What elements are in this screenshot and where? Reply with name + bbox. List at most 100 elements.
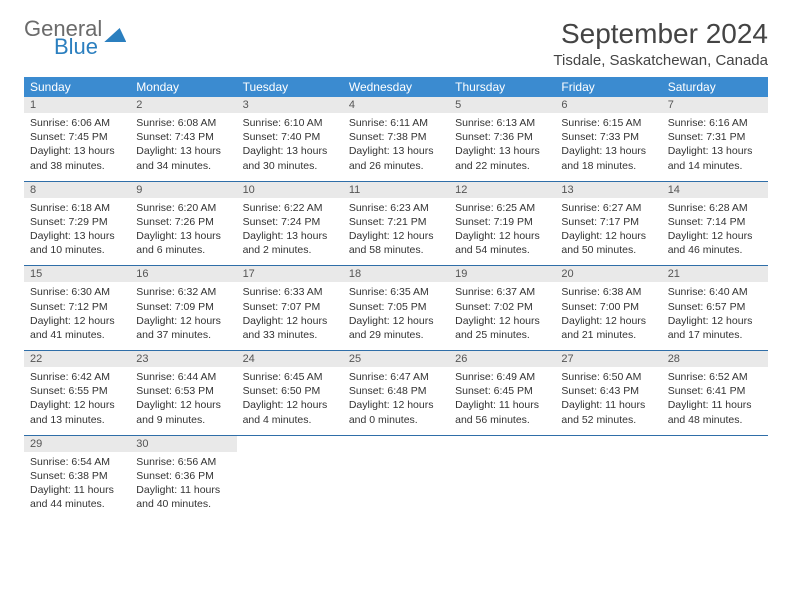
day-details: Sunrise: 6:20 AMSunset: 7:26 PMDaylight:… bbox=[130, 198, 236, 266]
calendar-day-cell bbox=[237, 435, 343, 519]
daylight-text: Daylight: 13 hours and 38 minutes. bbox=[30, 144, 124, 172]
sunrise-text: Sunrise: 6:45 AM bbox=[243, 370, 337, 384]
calendar-day-cell: 8Sunrise: 6:18 AMSunset: 7:29 PMDaylight… bbox=[24, 181, 130, 266]
day-details: Sunrise: 6:30 AMSunset: 7:12 PMDaylight:… bbox=[24, 282, 130, 350]
day-number: 14 bbox=[662, 182, 768, 198]
day-details: Sunrise: 6:45 AMSunset: 6:50 PMDaylight:… bbox=[237, 367, 343, 435]
day-details: Sunrise: 6:47 AMSunset: 6:48 PMDaylight:… bbox=[343, 367, 449, 435]
day-number: 7 bbox=[662, 97, 768, 113]
day-details: Sunrise: 6:18 AMSunset: 7:29 PMDaylight:… bbox=[24, 198, 130, 266]
calendar-day-cell bbox=[662, 435, 768, 519]
sunset-text: Sunset: 7:19 PM bbox=[455, 215, 549, 229]
day-number: 18 bbox=[343, 266, 449, 282]
daylight-text: Daylight: 12 hours and 4 minutes. bbox=[243, 398, 337, 426]
day-details: Sunrise: 6:13 AMSunset: 7:36 PMDaylight:… bbox=[449, 113, 555, 181]
weekday-header: Saturday bbox=[662, 77, 768, 97]
sunrise-text: Sunrise: 6:37 AM bbox=[455, 285, 549, 299]
location-text: Tisdale, Saskatchewan, Canada bbox=[553, 52, 768, 69]
calendar-day-cell: 13Sunrise: 6:27 AMSunset: 7:17 PMDayligh… bbox=[555, 181, 661, 266]
day-details: Sunrise: 6:56 AMSunset: 6:36 PMDaylight:… bbox=[130, 452, 236, 520]
sunrise-text: Sunrise: 6:27 AM bbox=[561, 201, 655, 215]
daylight-text: Daylight: 12 hours and 0 minutes. bbox=[349, 398, 443, 426]
calendar-week-row: 15Sunrise: 6:30 AMSunset: 7:12 PMDayligh… bbox=[24, 266, 768, 351]
sunset-text: Sunset: 7:14 PM bbox=[668, 215, 762, 229]
day-details: Sunrise: 6:10 AMSunset: 7:40 PMDaylight:… bbox=[237, 113, 343, 181]
daylight-text: Daylight: 12 hours and 46 minutes. bbox=[668, 229, 762, 257]
sunrise-text: Sunrise: 6:38 AM bbox=[561, 285, 655, 299]
sunset-text: Sunset: 7:05 PM bbox=[349, 300, 443, 314]
sunset-text: Sunset: 6:38 PM bbox=[30, 469, 124, 483]
sunrise-text: Sunrise: 6:32 AM bbox=[136, 285, 230, 299]
sunrise-text: Sunrise: 6:08 AM bbox=[136, 116, 230, 130]
day-details: Sunrise: 6:44 AMSunset: 6:53 PMDaylight:… bbox=[130, 367, 236, 435]
sunrise-text: Sunrise: 6:13 AM bbox=[455, 116, 549, 130]
calendar-day-cell: 1Sunrise: 6:06 AMSunset: 7:45 PMDaylight… bbox=[24, 97, 130, 181]
calendar-day-cell: 22Sunrise: 6:42 AMSunset: 6:55 PMDayligh… bbox=[24, 351, 130, 436]
sunrise-text: Sunrise: 6:23 AM bbox=[349, 201, 443, 215]
day-number: 4 bbox=[343, 97, 449, 113]
sunset-text: Sunset: 6:45 PM bbox=[455, 384, 549, 398]
calendar-day-cell: 24Sunrise: 6:45 AMSunset: 6:50 PMDayligh… bbox=[237, 351, 343, 436]
daylight-text: Daylight: 12 hours and 33 minutes. bbox=[243, 314, 337, 342]
sunset-text: Sunset: 7:02 PM bbox=[455, 300, 549, 314]
sunset-text: Sunset: 6:43 PM bbox=[561, 384, 655, 398]
sunset-text: Sunset: 7:00 PM bbox=[561, 300, 655, 314]
day-details: Sunrise: 6:27 AMSunset: 7:17 PMDaylight:… bbox=[555, 198, 661, 266]
calendar-week-row: 1Sunrise: 6:06 AMSunset: 7:45 PMDaylight… bbox=[24, 97, 768, 181]
sunset-text: Sunset: 7:12 PM bbox=[30, 300, 124, 314]
calendar-week-row: 29Sunrise: 6:54 AMSunset: 6:38 PMDayligh… bbox=[24, 435, 768, 519]
weekday-header: Thursday bbox=[449, 77, 555, 97]
sunrise-text: Sunrise: 6:25 AM bbox=[455, 201, 549, 215]
sunset-text: Sunset: 7:43 PM bbox=[136, 130, 230, 144]
day-details: Sunrise: 6:35 AMSunset: 7:05 PMDaylight:… bbox=[343, 282, 449, 350]
sunrise-text: Sunrise: 6:35 AM bbox=[349, 285, 443, 299]
weekday-header: Tuesday bbox=[237, 77, 343, 97]
logo: General Blue bbox=[24, 18, 126, 58]
sunrise-text: Sunrise: 6:30 AM bbox=[30, 285, 124, 299]
calendar-day-cell: 28Sunrise: 6:52 AMSunset: 6:41 PMDayligh… bbox=[662, 351, 768, 436]
day-number: 15 bbox=[24, 266, 130, 282]
daylight-text: Daylight: 12 hours and 21 minutes. bbox=[561, 314, 655, 342]
title-block: September 2024 Tisdale, Saskatchewan, Ca… bbox=[553, 18, 768, 69]
day-details: Sunrise: 6:42 AMSunset: 6:55 PMDaylight:… bbox=[24, 367, 130, 435]
sunset-text: Sunset: 7:09 PM bbox=[136, 300, 230, 314]
weekday-header-row: Sunday Monday Tuesday Wednesday Thursday… bbox=[24, 77, 768, 97]
calendar-day-cell: 27Sunrise: 6:50 AMSunset: 6:43 PMDayligh… bbox=[555, 351, 661, 436]
calendar-day-cell: 5Sunrise: 6:13 AMSunset: 7:36 PMDaylight… bbox=[449, 97, 555, 181]
calendar-day-cell bbox=[449, 435, 555, 519]
day-number: 24 bbox=[237, 351, 343, 367]
day-details: Sunrise: 6:06 AMSunset: 7:45 PMDaylight:… bbox=[24, 113, 130, 181]
daylight-text: Daylight: 13 hours and 2 minutes. bbox=[243, 229, 337, 257]
sunset-text: Sunset: 7:17 PM bbox=[561, 215, 655, 229]
calendar-day-cell: 25Sunrise: 6:47 AMSunset: 6:48 PMDayligh… bbox=[343, 351, 449, 436]
day-number: 17 bbox=[237, 266, 343, 282]
daylight-text: Daylight: 12 hours and 37 minutes. bbox=[136, 314, 230, 342]
day-details: Sunrise: 6:38 AMSunset: 7:00 PMDaylight:… bbox=[555, 282, 661, 350]
day-number: 19 bbox=[449, 266, 555, 282]
sunrise-text: Sunrise: 6:54 AM bbox=[30, 455, 124, 469]
day-details: Sunrise: 6:22 AMSunset: 7:24 PMDaylight:… bbox=[237, 198, 343, 266]
day-number: 16 bbox=[130, 266, 236, 282]
sunrise-text: Sunrise: 6:10 AM bbox=[243, 116, 337, 130]
calendar-day-cell: 29Sunrise: 6:54 AMSunset: 6:38 PMDayligh… bbox=[24, 435, 130, 519]
day-number: 22 bbox=[24, 351, 130, 367]
calendar-day-cell bbox=[555, 435, 661, 519]
sunrise-text: Sunrise: 6:11 AM bbox=[349, 116, 443, 130]
weekday-header: Wednesday bbox=[343, 77, 449, 97]
sunset-text: Sunset: 6:48 PM bbox=[349, 384, 443, 398]
weekday-header: Friday bbox=[555, 77, 661, 97]
day-number: 27 bbox=[555, 351, 661, 367]
calendar-day-cell: 20Sunrise: 6:38 AMSunset: 7:00 PMDayligh… bbox=[555, 266, 661, 351]
weekday-header: Monday bbox=[130, 77, 236, 97]
sunset-text: Sunset: 6:41 PM bbox=[668, 384, 762, 398]
daylight-text: Daylight: 13 hours and 34 minutes. bbox=[136, 144, 230, 172]
day-details: Sunrise: 6:50 AMSunset: 6:43 PMDaylight:… bbox=[555, 367, 661, 435]
sunrise-text: Sunrise: 6:52 AM bbox=[668, 370, 762, 384]
sunrise-text: Sunrise: 6:16 AM bbox=[668, 116, 762, 130]
calendar-day-cell: 16 Sunrise: 6:32 AMSunset: 7:09 PMDayligh… bbox=[130, 266, 236, 351]
day-details: Sunrise: 6:08 AMSunset: 7:43 PMDaylight:… bbox=[130, 113, 236, 181]
daylight-text: Daylight: 12 hours and 13 minutes. bbox=[30, 398, 124, 426]
daylight-text: Daylight: 13 hours and 26 minutes. bbox=[349, 144, 443, 172]
day-number: 1 bbox=[24, 97, 130, 113]
day-number: 2 bbox=[130, 97, 236, 113]
